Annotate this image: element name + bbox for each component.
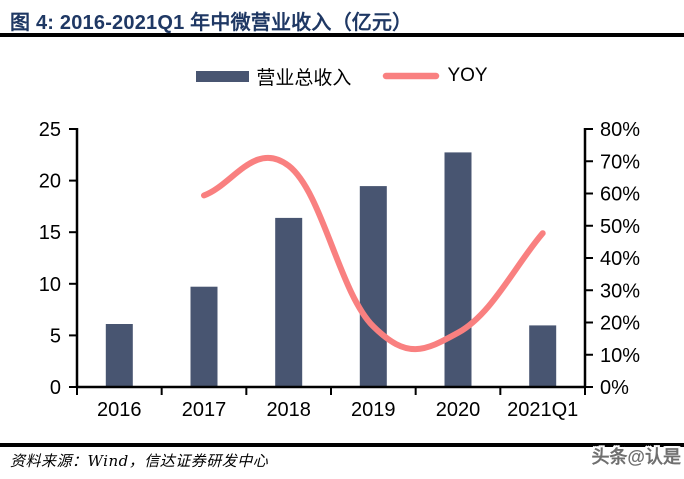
bar-2020 bbox=[444, 152, 472, 387]
x-axis-label-2017: 2017 bbox=[182, 399, 227, 421]
revenue-bar-swatch bbox=[196, 70, 250, 82]
yoy-line-swatch bbox=[383, 72, 440, 80]
right-axis-label: 30% bbox=[600, 280, 640, 302]
left-axis-label: 15 bbox=[39, 222, 61, 244]
legend-label-yoy: YOY bbox=[447, 65, 488, 86]
left-axis-label: 10 bbox=[39, 274, 61, 296]
bar-2021Q1 bbox=[529, 325, 557, 387]
right-axis-label: 20% bbox=[600, 313, 640, 335]
bar-2018 bbox=[275, 217, 303, 387]
legend-item-yoy: YOY bbox=[382, 65, 488, 87]
legend-item-revenue: 营业总收入 bbox=[196, 63, 351, 90]
right-axis-label: 80% bbox=[600, 119, 640, 141]
legend-label-revenue: 营业总收入 bbox=[256, 67, 352, 89]
source-note: 资料来源：Wind，信达证券研发中心 bbox=[10, 452, 269, 470]
bar-2016 bbox=[105, 324, 133, 387]
yoy-line bbox=[201, 154, 546, 353]
right-axis-label: 40% bbox=[600, 248, 640, 270]
right-axis-label: 0% bbox=[600, 377, 629, 399]
left-axis-label: 0 bbox=[50, 377, 61, 399]
x-axis-label-2018: 2018 bbox=[266, 399, 311, 421]
x-axis-label-2020: 2020 bbox=[436, 399, 481, 421]
chart-legend: 营业总收入 YOY bbox=[0, 62, 684, 90]
watermark: 头条@认是 bbox=[591, 447, 681, 467]
x-axis-label-2021Q1: 2021Q1 bbox=[507, 399, 578, 421]
footer-rule bbox=[0, 443, 684, 447]
right-axis-label: 60% bbox=[600, 184, 640, 206]
x-axis-label-2016: 2016 bbox=[97, 399, 142, 421]
x-axis-label-2019: 2019 bbox=[351, 399, 396, 421]
right-axis-label: 50% bbox=[600, 216, 640, 238]
right-axis-label: 70% bbox=[600, 151, 640, 173]
left-axis-label: 5 bbox=[50, 325, 61, 347]
left-axis-label: 20 bbox=[39, 171, 61, 193]
right-axis-label: 10% bbox=[600, 345, 640, 367]
page-title: 图 4: 2016-2021Q1 年中微营业收入（亿元） bbox=[10, 12, 413, 34]
left-axis-label: 25 bbox=[39, 119, 61, 141]
bar-2019 bbox=[359, 186, 387, 387]
title-underline bbox=[0, 33, 684, 37]
bar-2017 bbox=[190, 286, 218, 387]
